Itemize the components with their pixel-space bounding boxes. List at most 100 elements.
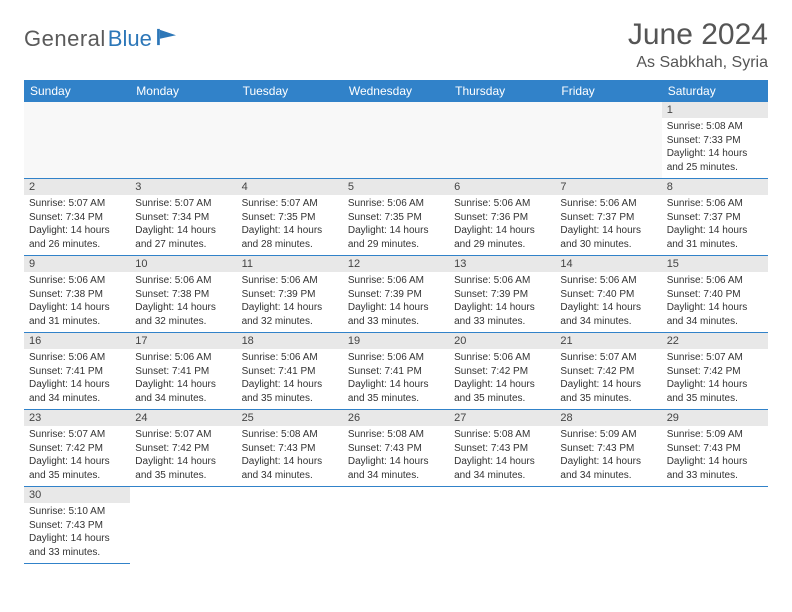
day-info: Sunrise: 5:07 AMSunset: 7:34 PMDaylight:… [24, 195, 130, 255]
empty-cell [130, 487, 236, 564]
day-info: Sunrise: 5:09 AMSunset: 7:43 PMDaylight:… [662, 426, 768, 486]
day-cell: 13Sunrise: 5:06 AMSunset: 7:39 PMDayligh… [449, 256, 555, 333]
day-info: Sunrise: 5:07 AMSunset: 7:42 PMDaylight:… [555, 349, 661, 409]
day-cell: 9Sunrise: 5:06 AMSunset: 7:38 PMDaylight… [24, 256, 130, 333]
day-number: 11 [237, 256, 343, 272]
empty-cell [662, 487, 768, 564]
day-number: 22 [662, 333, 768, 349]
day-cell: 6Sunrise: 5:06 AMSunset: 7:36 PMDaylight… [449, 179, 555, 256]
day-number: 25 [237, 410, 343, 426]
day-number: 17 [130, 333, 236, 349]
empty-cell [555, 102, 661, 179]
header: General Blue June 2024 As Sabkhah, Syria [24, 18, 768, 72]
flag-icon [156, 28, 178, 46]
day-cell: 14Sunrise: 5:06 AMSunset: 7:40 PMDayligh… [555, 256, 661, 333]
empty-cell [449, 487, 555, 564]
day-header: Sunday [24, 80, 130, 102]
day-number: 28 [555, 410, 661, 426]
day-cell: 20Sunrise: 5:06 AMSunset: 7:42 PMDayligh… [449, 333, 555, 410]
day-header: Friday [555, 80, 661, 102]
day-number: 20 [449, 333, 555, 349]
day-number: 3 [130, 179, 236, 195]
day-number: 19 [343, 333, 449, 349]
day-info: Sunrise: 5:08 AMSunset: 7:43 PMDaylight:… [343, 426, 449, 486]
empty-cell [343, 102, 449, 179]
day-cell: 2Sunrise: 5:07 AMSunset: 7:34 PMDaylight… [24, 179, 130, 256]
day-cell: 23Sunrise: 5:07 AMSunset: 7:42 PMDayligh… [24, 410, 130, 487]
day-info: Sunrise: 5:06 AMSunset: 7:41 PMDaylight:… [343, 349, 449, 409]
day-info: Sunrise: 5:06 AMSunset: 7:41 PMDaylight:… [24, 349, 130, 409]
day-info: Sunrise: 5:06 AMSunset: 7:39 PMDaylight:… [343, 272, 449, 332]
week-row: 23Sunrise: 5:07 AMSunset: 7:42 PMDayligh… [24, 410, 768, 487]
title-block: June 2024 As Sabkhah, Syria [628, 18, 768, 72]
day-cell: 26Sunrise: 5:08 AMSunset: 7:43 PMDayligh… [343, 410, 449, 487]
week-row: 1Sunrise: 5:08 AMSunset: 7:33 PMDaylight… [24, 102, 768, 179]
day-info: Sunrise: 5:07 AMSunset: 7:42 PMDaylight:… [662, 349, 768, 409]
day-number: 8 [662, 179, 768, 195]
day-cell: 1Sunrise: 5:08 AMSunset: 7:33 PMDaylight… [662, 102, 768, 179]
day-info: Sunrise: 5:07 AMSunset: 7:35 PMDaylight:… [237, 195, 343, 255]
day-info: Sunrise: 5:06 AMSunset: 7:40 PMDaylight:… [555, 272, 661, 332]
day-cell: 27Sunrise: 5:08 AMSunset: 7:43 PMDayligh… [449, 410, 555, 487]
day-cell: 25Sunrise: 5:08 AMSunset: 7:43 PMDayligh… [237, 410, 343, 487]
day-cell: 21Sunrise: 5:07 AMSunset: 7:42 PMDayligh… [555, 333, 661, 410]
day-cell: 5Sunrise: 5:06 AMSunset: 7:35 PMDaylight… [343, 179, 449, 256]
day-header: Saturday [662, 80, 768, 102]
day-number: 23 [24, 410, 130, 426]
day-cell: 29Sunrise: 5:09 AMSunset: 7:43 PMDayligh… [662, 410, 768, 487]
day-info: Sunrise: 5:08 AMSunset: 7:43 PMDaylight:… [237, 426, 343, 486]
empty-cell [24, 102, 130, 179]
logo-text-blue: Blue [108, 26, 152, 52]
day-info: Sunrise: 5:06 AMSunset: 7:41 PMDaylight:… [130, 349, 236, 409]
week-row: 9Sunrise: 5:06 AMSunset: 7:38 PMDaylight… [24, 256, 768, 333]
day-cell: 28Sunrise: 5:09 AMSunset: 7:43 PMDayligh… [555, 410, 661, 487]
day-info: Sunrise: 5:06 AMSunset: 7:38 PMDaylight:… [24, 272, 130, 332]
day-number: 21 [555, 333, 661, 349]
day-number: 7 [555, 179, 661, 195]
day-header: Tuesday [237, 80, 343, 102]
day-cell: 4Sunrise: 5:07 AMSunset: 7:35 PMDaylight… [237, 179, 343, 256]
day-info: Sunrise: 5:06 AMSunset: 7:36 PMDaylight:… [449, 195, 555, 255]
day-info: Sunrise: 5:06 AMSunset: 7:39 PMDaylight:… [237, 272, 343, 332]
week-row: 30Sunrise: 5:10 AMSunset: 7:43 PMDayligh… [24, 487, 768, 564]
day-number: 29 [662, 410, 768, 426]
day-cell: 30Sunrise: 5:10 AMSunset: 7:43 PMDayligh… [24, 487, 130, 564]
day-cell: 16Sunrise: 5:06 AMSunset: 7:41 PMDayligh… [24, 333, 130, 410]
day-number: 13 [449, 256, 555, 272]
day-cell: 11Sunrise: 5:06 AMSunset: 7:39 PMDayligh… [237, 256, 343, 333]
day-number: 5 [343, 179, 449, 195]
day-cell: 12Sunrise: 5:06 AMSunset: 7:39 PMDayligh… [343, 256, 449, 333]
day-info: Sunrise: 5:06 AMSunset: 7:35 PMDaylight:… [343, 195, 449, 255]
day-number: 6 [449, 179, 555, 195]
day-cell: 3Sunrise: 5:07 AMSunset: 7:34 PMDaylight… [130, 179, 236, 256]
month-title: June 2024 [628, 18, 768, 52]
calendar-table: SundayMondayTuesdayWednesdayThursdayFrid… [24, 80, 768, 564]
day-cell: 10Sunrise: 5:06 AMSunset: 7:38 PMDayligh… [130, 256, 236, 333]
day-number: 2 [24, 179, 130, 195]
calendar-head: SundayMondayTuesdayWednesdayThursdayFrid… [24, 80, 768, 102]
day-number: 1 [662, 102, 768, 118]
day-info: Sunrise: 5:06 AMSunset: 7:42 PMDaylight:… [449, 349, 555, 409]
logo-text-general: General [24, 26, 106, 52]
day-number: 30 [24, 487, 130, 503]
empty-cell [130, 102, 236, 179]
day-number: 4 [237, 179, 343, 195]
day-number: 16 [24, 333, 130, 349]
day-cell: 22Sunrise: 5:07 AMSunset: 7:42 PMDayligh… [662, 333, 768, 410]
day-number: 27 [449, 410, 555, 426]
day-cell: 17Sunrise: 5:06 AMSunset: 7:41 PMDayligh… [130, 333, 236, 410]
day-info: Sunrise: 5:06 AMSunset: 7:41 PMDaylight:… [237, 349, 343, 409]
day-number: 10 [130, 256, 236, 272]
day-cell: 24Sunrise: 5:07 AMSunset: 7:42 PMDayligh… [130, 410, 236, 487]
day-header: Monday [130, 80, 236, 102]
day-number: 24 [130, 410, 236, 426]
day-info: Sunrise: 5:07 AMSunset: 7:34 PMDaylight:… [130, 195, 236, 255]
day-number: 26 [343, 410, 449, 426]
day-number: 12 [343, 256, 449, 272]
day-number: 9 [24, 256, 130, 272]
empty-cell [555, 487, 661, 564]
day-number: 14 [555, 256, 661, 272]
day-info: Sunrise: 5:06 AMSunset: 7:37 PMDaylight:… [555, 195, 661, 255]
calendar-body: 1Sunrise: 5:08 AMSunset: 7:33 PMDaylight… [24, 102, 768, 564]
day-info: Sunrise: 5:06 AMSunset: 7:37 PMDaylight:… [662, 195, 768, 255]
